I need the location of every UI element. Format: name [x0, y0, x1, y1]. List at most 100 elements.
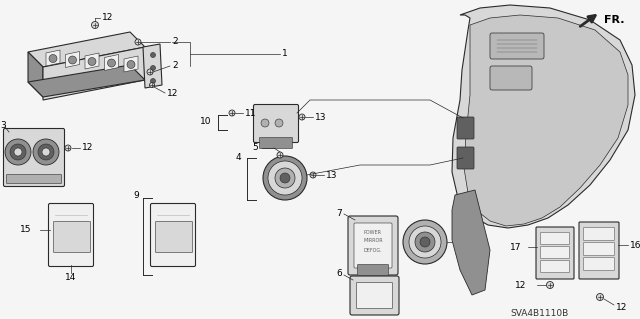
- Circle shape: [277, 152, 283, 158]
- FancyBboxPatch shape: [350, 276, 399, 315]
- Circle shape: [68, 56, 77, 64]
- Polygon shape: [143, 44, 162, 88]
- Circle shape: [150, 83, 154, 87]
- Circle shape: [147, 69, 153, 75]
- Circle shape: [150, 65, 156, 70]
- Circle shape: [299, 114, 305, 120]
- Circle shape: [275, 119, 283, 127]
- Polygon shape: [85, 53, 99, 69]
- Text: 3: 3: [0, 121, 6, 130]
- Circle shape: [261, 119, 269, 127]
- Circle shape: [135, 39, 141, 45]
- Text: 14: 14: [65, 273, 76, 283]
- Circle shape: [49, 55, 57, 63]
- FancyBboxPatch shape: [541, 247, 570, 258]
- Text: MIRROR: MIRROR: [363, 239, 383, 243]
- Text: 10: 10: [200, 117, 211, 127]
- Circle shape: [65, 145, 71, 151]
- Text: 5: 5: [252, 144, 258, 152]
- Circle shape: [42, 148, 50, 156]
- Circle shape: [263, 156, 307, 200]
- Circle shape: [33, 139, 59, 165]
- Polygon shape: [46, 50, 60, 66]
- FancyBboxPatch shape: [457, 147, 474, 169]
- Text: FR.: FR.: [604, 15, 625, 25]
- Circle shape: [310, 172, 316, 178]
- FancyBboxPatch shape: [490, 66, 532, 90]
- FancyBboxPatch shape: [584, 257, 614, 271]
- Polygon shape: [28, 32, 145, 67]
- Polygon shape: [452, 190, 490, 295]
- Circle shape: [596, 293, 604, 300]
- Circle shape: [275, 168, 295, 188]
- Polygon shape: [104, 55, 118, 70]
- Text: 13: 13: [326, 170, 337, 180]
- FancyBboxPatch shape: [354, 223, 392, 268]
- FancyBboxPatch shape: [536, 227, 574, 279]
- FancyBboxPatch shape: [541, 233, 570, 244]
- Circle shape: [547, 281, 554, 288]
- FancyBboxPatch shape: [49, 204, 93, 266]
- Polygon shape: [65, 51, 79, 68]
- Circle shape: [10, 144, 26, 160]
- Text: 12: 12: [167, 88, 179, 98]
- FancyBboxPatch shape: [3, 129, 65, 187]
- Circle shape: [280, 173, 290, 183]
- Text: DEFOG.: DEFOG.: [364, 248, 382, 253]
- Polygon shape: [28, 52, 43, 97]
- FancyBboxPatch shape: [348, 216, 398, 275]
- Text: 13: 13: [315, 113, 326, 122]
- Polygon shape: [43, 47, 145, 100]
- Text: 8: 8: [457, 238, 463, 247]
- Circle shape: [14, 148, 22, 156]
- Text: 15: 15: [20, 226, 31, 234]
- Text: POWER: POWER: [364, 229, 382, 234]
- FancyBboxPatch shape: [579, 222, 619, 279]
- FancyBboxPatch shape: [490, 33, 544, 59]
- Circle shape: [92, 21, 99, 28]
- Polygon shape: [464, 15, 628, 226]
- Text: 7: 7: [336, 209, 342, 218]
- Text: 11: 11: [245, 108, 257, 117]
- FancyBboxPatch shape: [356, 283, 392, 308]
- Circle shape: [150, 53, 156, 57]
- FancyBboxPatch shape: [150, 204, 195, 266]
- Circle shape: [127, 61, 135, 69]
- Text: 2: 2: [172, 62, 178, 70]
- Text: 16: 16: [630, 241, 640, 249]
- Text: 9: 9: [133, 190, 139, 199]
- Polygon shape: [124, 56, 138, 72]
- FancyBboxPatch shape: [54, 221, 90, 253]
- FancyBboxPatch shape: [358, 264, 388, 276]
- Circle shape: [409, 226, 441, 258]
- Text: 17: 17: [510, 242, 522, 251]
- Text: 4: 4: [236, 153, 242, 162]
- Circle shape: [5, 139, 31, 165]
- Circle shape: [88, 57, 96, 65]
- Text: 1: 1: [282, 49, 288, 58]
- FancyBboxPatch shape: [584, 242, 614, 256]
- Text: 12: 12: [82, 144, 93, 152]
- Circle shape: [415, 232, 435, 252]
- Circle shape: [38, 144, 54, 160]
- Text: SVA4B1110B: SVA4B1110B: [510, 308, 568, 317]
- Text: 12: 12: [515, 280, 526, 290]
- FancyBboxPatch shape: [156, 221, 193, 253]
- Polygon shape: [28, 65, 145, 97]
- FancyBboxPatch shape: [259, 137, 292, 149]
- Text: 2: 2: [172, 38, 178, 47]
- Circle shape: [403, 220, 447, 264]
- Circle shape: [420, 237, 430, 247]
- FancyBboxPatch shape: [541, 261, 570, 272]
- FancyBboxPatch shape: [253, 105, 298, 143]
- Circle shape: [268, 161, 302, 195]
- Text: 6: 6: [336, 269, 342, 278]
- FancyBboxPatch shape: [457, 117, 474, 139]
- FancyBboxPatch shape: [584, 227, 614, 241]
- Circle shape: [150, 78, 156, 84]
- FancyBboxPatch shape: [6, 174, 61, 183]
- Circle shape: [229, 110, 235, 116]
- Circle shape: [108, 59, 115, 67]
- Text: 12: 12: [616, 302, 627, 311]
- Text: 12: 12: [102, 13, 113, 23]
